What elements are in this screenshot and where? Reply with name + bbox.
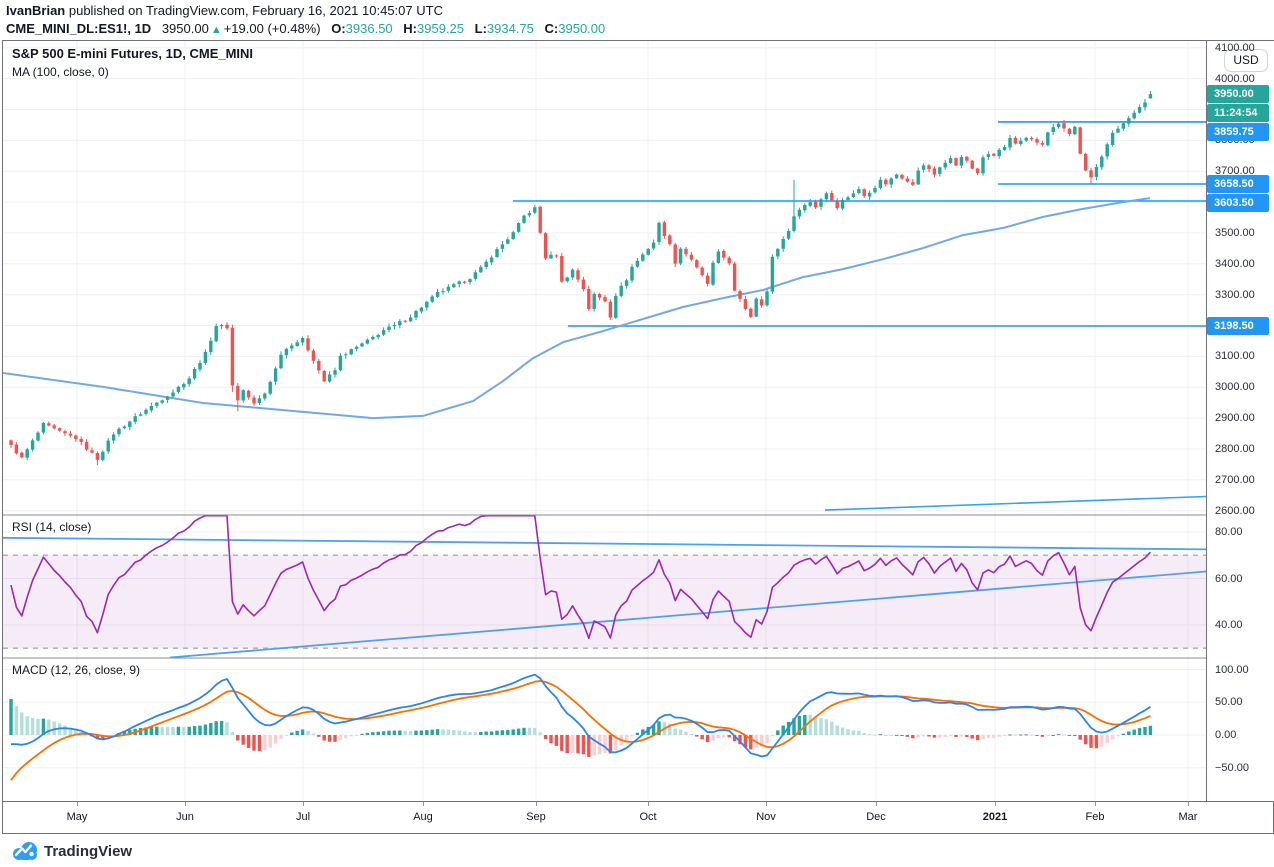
author-name: IvanBrian xyxy=(6,3,66,18)
time-axis-tick xyxy=(995,802,996,806)
main-panel-legend: S&P 500 E-mini Futures, 1D, CME_MINI MA … xyxy=(12,46,253,79)
price-axis-label: 2700.00 xyxy=(1215,473,1255,486)
tradingview-wordmark: TradingView xyxy=(44,842,133,860)
time-axis-label-dec: Dec xyxy=(866,811,886,823)
rsi-trendlines[interactable] xyxy=(3,536,1206,659)
high-value: 3959.25 xyxy=(417,21,464,36)
chart-region: S&P 500 E-mini Futures, 1D, CME_MINI MA … xyxy=(2,40,1274,834)
low-value: 3934.75 xyxy=(486,21,534,36)
time-axis-tick xyxy=(766,802,767,806)
rsi-line xyxy=(10,514,1151,639)
chart-title: S&P 500 E-mini Futures, 1D, CME_MINI xyxy=(12,46,254,61)
rsi-axis-label: 60.00 xyxy=(1215,572,1243,585)
price-axis-label: 3300.00 xyxy=(1215,288,1255,301)
header: IvanBrian published on TradingView.com, … xyxy=(6,3,605,38)
countdown-badge: 11:24:54 xyxy=(1207,104,1269,123)
price-axis-label: 3400.00 xyxy=(1215,257,1255,270)
price-axis-label: 2600.00 xyxy=(1215,504,1255,517)
time-axis-label-may: May xyxy=(66,811,88,823)
time-axis-label-sep: Sep xyxy=(526,811,546,823)
price-axis-label: 3700.00 xyxy=(1215,165,1255,178)
footer: TradingView xyxy=(12,839,132,863)
macd-line xyxy=(11,673,1151,758)
time-axis-tick xyxy=(536,802,537,806)
price-axis-label: 4000.00 xyxy=(1215,72,1255,85)
price-badge: 3603.50 xyxy=(1207,194,1269,212)
macd-axis-label: 0.00 xyxy=(1215,729,1237,741)
time-axis[interactable]: May Jun Jul Aug Sep Oct Nov Dec 2021 Feb Mar xyxy=(3,801,1273,833)
price-axis-label: 2800.00 xyxy=(1215,443,1255,455)
ma-indicator-legend: MA (100, close, 0) xyxy=(12,65,109,79)
last-price: 3950.00 xyxy=(161,21,209,36)
macd-axis-label: 100.00 xyxy=(1215,663,1249,676)
price-badge: 3950.00 xyxy=(1207,85,1269,104)
time-axis-tick xyxy=(1095,802,1096,806)
open-label: O: xyxy=(331,21,346,36)
time-axis-label-aug: Aug xyxy=(413,811,433,823)
price-badge: 3859.75 xyxy=(1207,123,1269,142)
time-axis-label-nov: Nov xyxy=(756,811,776,823)
open-value: 3936.50 xyxy=(345,21,393,36)
time-axis-label-jun: Jun xyxy=(176,811,194,823)
macd-axis-label: 50.00 xyxy=(1215,696,1243,709)
price-axis[interactable]: USD 2600.00 2700.00 2800.00 2900.00 3000.00 3… xyxy=(1206,41,1274,801)
rsi-axis-label: 40.00 xyxy=(1215,619,1243,631)
time-axis-tick xyxy=(303,802,304,806)
symbol-status-row: CME_MINI_DL:ES1!, 1D 3950.00 ▲ +19.00 (+0.… xyxy=(6,21,605,38)
price-axis-label: 3000.00 xyxy=(1215,381,1255,394)
price-axis-label: 3500.00 xyxy=(1215,226,1255,239)
time-axis-tick xyxy=(876,802,877,806)
macd-signal-line xyxy=(10,680,1151,781)
time-axis-label-2021: 2021 xyxy=(982,811,1008,823)
time-axis-tick xyxy=(1188,802,1189,806)
time-axis-tick xyxy=(648,802,649,806)
time-axis-tick xyxy=(185,802,186,806)
price-badge: 3198.50 xyxy=(1207,317,1269,335)
byline-text: published on TradingView.com, February 1… xyxy=(65,3,443,18)
time-axis-label-jul: Jul xyxy=(295,811,311,823)
time-axis-tick xyxy=(77,802,78,806)
rsi-indicator-legend: RSI (14, close) xyxy=(12,520,92,534)
price-badge: 3658.50 xyxy=(1207,175,1269,193)
byline: IvanBrian published on TradingView.com, … xyxy=(6,3,605,19)
close-value: 3950.00 xyxy=(558,21,606,36)
horizontal-rays[interactable] xyxy=(513,121,1206,327)
tradingview-logo-icon[interactable] xyxy=(12,839,38,863)
rsi-axis-label: 80.00 xyxy=(1215,526,1243,538)
ma100-line xyxy=(3,197,1151,420)
symbol-title: CME_MINI_DL:ES1!, 1D xyxy=(6,21,152,36)
rsi-band xyxy=(3,555,1206,649)
gridlines xyxy=(3,41,1206,801)
high-label: H: xyxy=(403,21,417,36)
time-axis-label-oct: Oct xyxy=(639,811,657,823)
macd-histogram xyxy=(9,699,1153,757)
candlestick-series xyxy=(9,91,1153,465)
time-axis-tick xyxy=(423,802,424,806)
close-label: C: xyxy=(544,21,559,36)
price-axis-label: 3100.00 xyxy=(1215,350,1255,363)
low-label: L: xyxy=(474,21,487,36)
time-axis-label-feb: Feb xyxy=(1085,811,1105,823)
price-chart-canvas[interactable] xyxy=(3,41,1206,801)
time-axis-label-mar: Mar xyxy=(1178,811,1198,823)
up-triangle-icon: ▲ xyxy=(210,24,222,36)
price-axis-label: 4100.00 xyxy=(1215,41,1255,54)
currency-button[interactable]: USD xyxy=(1224,49,1268,72)
macd-axis-label: −50.00 xyxy=(1215,761,1249,774)
price-axis-label: 2900.00 xyxy=(1215,412,1255,425)
trendline[interactable] xyxy=(824,495,1206,511)
macd-indicator-legend: MACD (12, 26, close, 9) xyxy=(12,663,141,677)
price-change: +19.00 (+0.48%) xyxy=(223,21,321,36)
